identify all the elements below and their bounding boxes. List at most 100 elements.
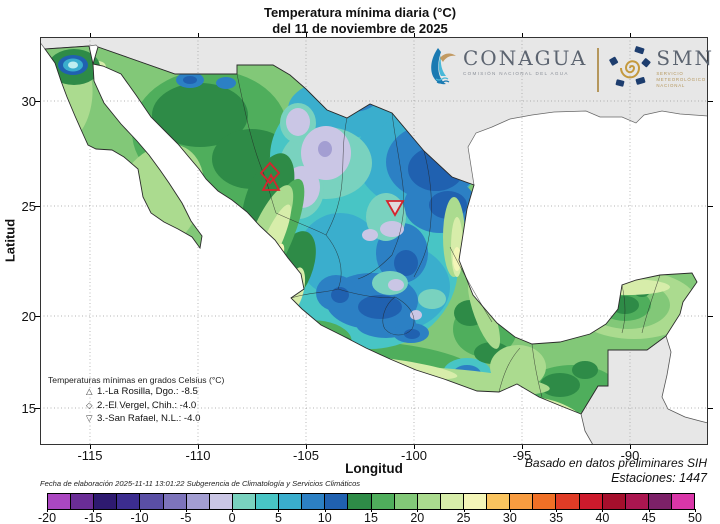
legend-entry-2: ◇ 2.-El Vergel, Chih.: -4.0 (86, 399, 224, 413)
x-tick-mark (198, 445, 199, 449)
y-tick-mark (35, 408, 40, 409)
colorbar-tick-mark (324, 509, 326, 512)
temperature-colorbar (47, 493, 695, 510)
colorbar-tick-label: 35 (549, 511, 564, 524)
x-tick-label: -100 (400, 448, 428, 463)
colorbar-cell-26 (648, 494, 672, 509)
y-tick-label: 15 (21, 401, 36, 416)
colorbar-cell-4 (140, 494, 164, 509)
colorbar-cell-24 (602, 494, 626, 509)
colorbar-cell-6 (186, 494, 210, 509)
y-tick-mark-right (708, 408, 713, 409)
colorbar-cell-27 (671, 494, 695, 509)
y-tick-mark-right (708, 206, 713, 207)
title-line1: Temperatura mínima diaria (°C) (263, 5, 457, 20)
x-tick-label: -115 (77, 448, 103, 463)
map-legend: Temperaturas mínimas en grados Celsius (… (48, 375, 224, 426)
legend-entry-label: 2.-El Vergel, Chih.: -4.0 (97, 399, 197, 411)
colorbar-cell-12 (325, 494, 349, 509)
y-tick-mark (35, 101, 40, 102)
legend-marker-icon: ◇ (86, 399, 93, 410)
x-tick-mark-top (630, 33, 631, 37)
colorbar-tick-mark (185, 509, 187, 512)
colorbar-tick-label: 50 (688, 511, 702, 524)
state-boundaries (236, 73, 661, 398)
colorbar-tick-label: 40 (595, 511, 610, 524)
colorbar-tick-label: 30 (502, 511, 517, 524)
x-tick-label: -95 (512, 448, 532, 463)
colorbar-cell-3 (117, 494, 141, 509)
stations-count: Estaciones: 1447 (611, 471, 707, 485)
colorbar-cell-1 (71, 494, 95, 509)
colorbar-cell-2 (94, 494, 118, 509)
colorbar-tick-label: 20 (410, 511, 425, 524)
marker-el-vergel-diamond (259, 161, 281, 185)
logo-divider (597, 48, 600, 92)
marker-san-rafael-triangle-down (385, 200, 405, 217)
x-tick-mark (630, 445, 631, 449)
station-markers (259, 161, 405, 217)
colorbar-tick-mark (556, 509, 558, 512)
y-tick-mark-right (708, 316, 713, 317)
colorbar-cell-16 (417, 494, 441, 509)
x-tick-mark-top (306, 33, 307, 37)
conagua-drop-icon (431, 48, 456, 85)
colorbar-cell-21 (533, 494, 557, 509)
x-tick-mark-top (414, 33, 415, 37)
colorbar-cell-18 (463, 494, 488, 509)
colorbar-tick-label: -20 (37, 511, 57, 524)
smn-wordmark: SMN (656, 46, 714, 70)
mexico-temperature-map (40, 37, 708, 445)
colorbar-tick-label: -15 (84, 511, 103, 524)
colorbar-cell-25 (625, 494, 649, 509)
colorbar-tick-mark (278, 509, 280, 512)
colorbar-tick-mark (695, 509, 696, 512)
colorbar-tick-mark (232, 509, 234, 512)
colorbar-cell-23 (579, 494, 603, 509)
colorbar-tick-label: -10 (130, 511, 149, 524)
colorbar-cell-11 (302, 494, 326, 509)
colorbar-cell-5 (163, 494, 187, 509)
x-tick-mark (414, 445, 415, 449)
colorbar-tick-label: 10 (317, 511, 332, 524)
based-on-note: Basado en datos preliminares SIH (524, 456, 707, 470)
colorbar-cell-17 (440, 494, 464, 509)
colorbar-tick-label: 45 (641, 511, 656, 524)
colorbar-cell-15 (394, 494, 418, 509)
legend-entry-label: 3.-San Rafael, N.L.: -4.0 (97, 413, 201, 424)
colorbar-cell-9 (255, 494, 280, 509)
page-title: Temperatura mínima diaria (°C) del 11 de… (0, 5, 720, 37)
colorbar-tick-mark (648, 509, 650, 512)
colorbar-cell-0 (48, 494, 72, 509)
x-axis-title: Longitud (345, 461, 403, 476)
colorbar-cell-10 (279, 494, 303, 509)
colorbar-tick-mark (139, 509, 141, 512)
colorbar-tick-label: 0 (228, 511, 236, 524)
x-tick-mark (522, 445, 523, 449)
colorbar-tick-label: 5 (274, 511, 282, 524)
colorbar-tick-label: 15 (364, 511, 378, 524)
colorbar-tick-label: -5 (180, 511, 192, 524)
colorbar-tick-mark (93, 509, 95, 512)
x-tick-label: -90 (620, 448, 640, 463)
y-tick-mark-right (708, 101, 713, 102)
y-tick-label: 30 (21, 94, 36, 109)
title-line2: del 11 de noviembre de 2025 (272, 21, 448, 36)
elaboration-note: Fecha de elaboración 2025-11-11 13:01:22… (40, 479, 361, 488)
marker-la-rosilla-triangle (261, 173, 281, 191)
colorbar-cell-14 (371, 494, 395, 509)
colorbar-tick-mark (463, 509, 465, 512)
colorbar-tick-mark (371, 509, 372, 512)
mexico-outline (44, 45, 698, 415)
colorbar-tick-mark (602, 509, 604, 512)
legend-entry-1: △ 1.-La Rosilla, Dgo.: -8.5 (86, 385, 224, 399)
colorbar-cell-20 (510, 494, 534, 509)
y-tick-label: 25 (21, 199, 36, 214)
y-tick-mark (35, 206, 40, 207)
x-tick-label: -105 (292, 448, 320, 463)
x-tick-mark (90, 445, 91, 449)
logos: CONAGUA COMISIÓN NACIONAL DEL AGUA SMN S… (428, 46, 714, 92)
x-tick-mark-top (90, 33, 91, 37)
legend-marker-icon: ▽ (86, 413, 93, 423)
